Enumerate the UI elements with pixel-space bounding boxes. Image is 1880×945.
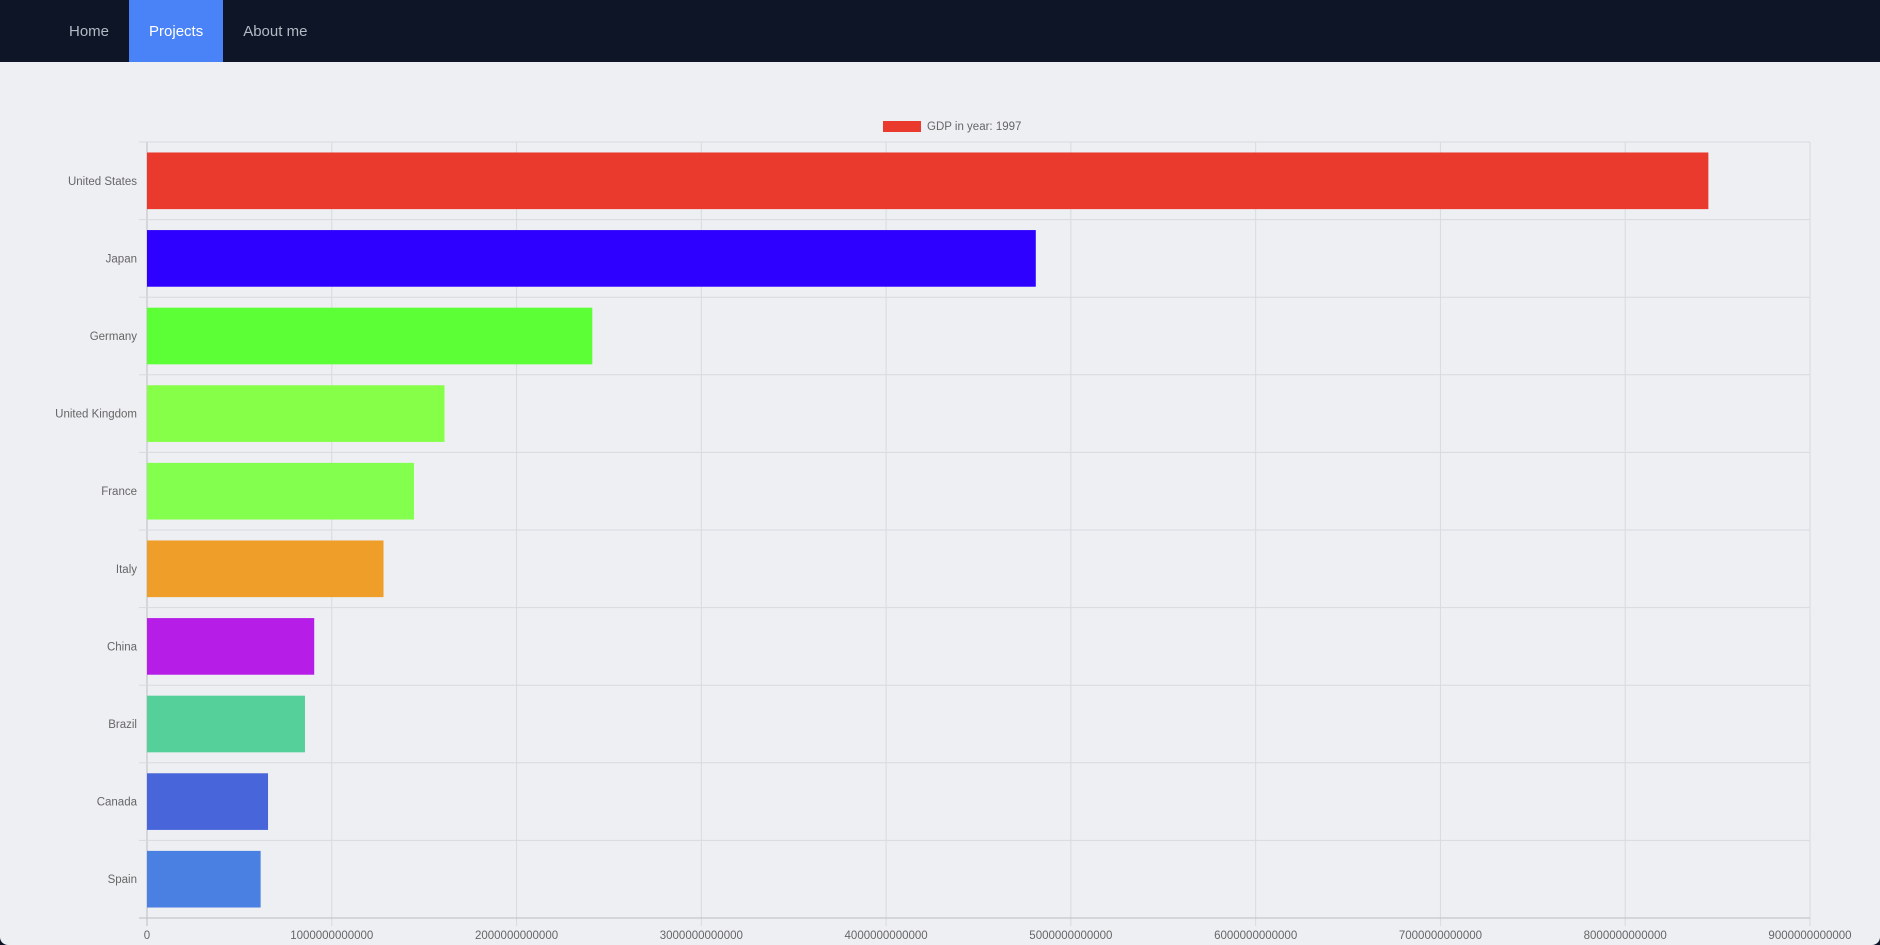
category-label: Canada bbox=[97, 797, 138, 809]
category-label: China bbox=[107, 641, 138, 653]
bars bbox=[147, 152, 1709, 908]
x-tick-label: 7000000000000 bbox=[1399, 930, 1482, 942]
legend: GDP in year: 1997 bbox=[883, 121, 1021, 133]
chart-area: GDP in year: 1997 United States Japan Germ… bbox=[0, 62, 1880, 945]
bar[interactable] bbox=[147, 773, 269, 830]
x-tick-label: 6000000000000 bbox=[1214, 930, 1297, 942]
x-tick-label: 0 bbox=[144, 930, 150, 942]
grid bbox=[139, 141, 1811, 926]
bar[interactable] bbox=[147, 695, 305, 753]
x-tick-label: 2000000000000 bbox=[475, 930, 558, 942]
x-tick-label: 1000000000000 bbox=[290, 930, 373, 942]
legend-label: GDP in year: 1997 bbox=[927, 121, 1021, 133]
bar[interactable] bbox=[147, 618, 315, 675]
category-label: Italy bbox=[116, 564, 137, 576]
nav-about-me[interactable]: About me bbox=[243, 22, 308, 40]
category-label: United Kingdom bbox=[55, 409, 137, 421]
x-tick-label: 5000000000000 bbox=[1029, 930, 1112, 942]
category-label: Japan bbox=[106, 253, 137, 265]
category-labels: United States Japan Germany United Kingdom F… bbox=[55, 176, 137, 886]
bar[interactable] bbox=[147, 850, 261, 908]
category-label: Brazil bbox=[108, 719, 137, 731]
bar[interactable] bbox=[147, 307, 593, 365]
x-tick-label: 3000000000000 bbox=[660, 930, 743, 942]
x-tick-label: 9000000000000 bbox=[1768, 930, 1851, 942]
category-label: France bbox=[101, 486, 137, 498]
category-label: United States bbox=[68, 176, 137, 188]
legend-swatch bbox=[883, 121, 921, 132]
x-tick-labels: 0 1000000000000 2000000000000 3000000000000… bbox=[144, 930, 1852, 942]
x-tick-label: 8000000000000 bbox=[1584, 930, 1667, 942]
nav-projects[interactable]: Projects bbox=[129, 0, 224, 62]
bar[interactable] bbox=[147, 152, 1709, 210]
category-label: Spain bbox=[108, 874, 137, 886]
category-label: Germany bbox=[90, 331, 138, 343]
gdp-bar-chart: GDP in year: 1997 United States Japan Germ… bbox=[55, 121, 1852, 942]
bar[interactable] bbox=[147, 230, 1036, 287]
navbar: Home Projects About me bbox=[0, 0, 1880, 62]
nav-home[interactable]: Home bbox=[69, 22, 110, 40]
bar[interactable] bbox=[147, 462, 415, 520]
bar[interactable] bbox=[147, 385, 445, 442]
bar[interactable] bbox=[147, 540, 384, 598]
x-tick-label: 4000000000000 bbox=[845, 930, 928, 942]
